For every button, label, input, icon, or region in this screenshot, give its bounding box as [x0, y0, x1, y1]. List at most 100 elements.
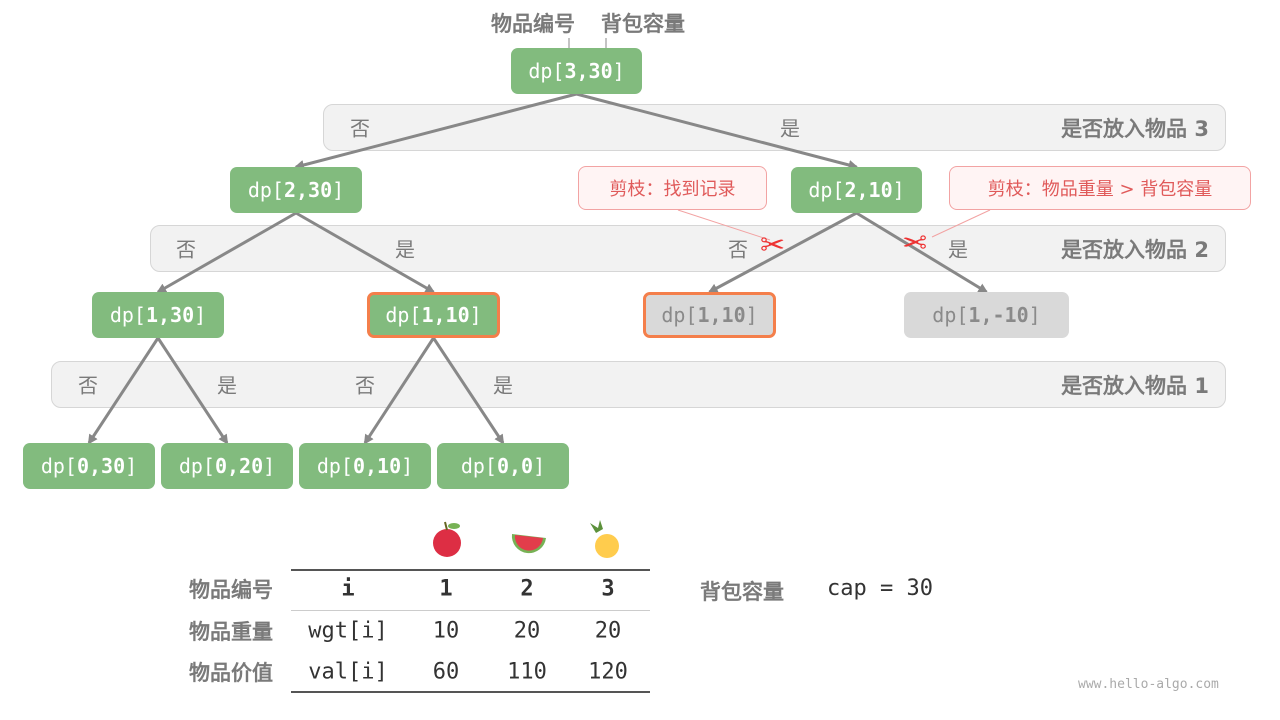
table-cell: 20: [594, 618, 622, 644]
tree-edge: [855, 211, 989, 294]
table-cell: 3: [601, 576, 615, 602]
node-args: 1,10: [697, 303, 746, 327]
dp-node: dp[1,30]: [92, 292, 224, 338]
node-args: 0,0: [496, 454, 534, 478]
dp-node: dp[0,20]: [161, 443, 293, 489]
table-cell: 120: [588, 659, 628, 685]
scissors-icon: ✂: [902, 226, 928, 261]
node-prefix: dp[: [40, 454, 77, 478]
dp-node: dp[1,10]: [367, 292, 500, 338]
node-suffix: ]: [125, 454, 138, 478]
choice-yes: 是: [493, 373, 513, 398]
table-row-label: 物品重量: [189, 620, 273, 644]
node-suffix: ]: [332, 178, 345, 202]
node-prefix: dp[: [109, 303, 146, 327]
node-suffix: ]: [1028, 303, 1041, 327]
dp-node: dp[3,30]: [511, 48, 642, 94]
tree-edge: [707, 211, 858, 294]
node-prefix: dp[: [932, 303, 969, 327]
node-args: 0,10: [352, 454, 402, 478]
choice-no: 否: [176, 237, 196, 262]
watermark: www.hello-algo.com: [1078, 677, 1219, 692]
item-index-label: 物品编号: [491, 12, 575, 36]
table-cell: 10: [432, 618, 460, 644]
tree-edge: [363, 337, 435, 445]
node-args: 0,30: [76, 454, 126, 478]
dp-node: dp[1,-10]: [904, 292, 1069, 338]
capacity-label: 背包容量: [601, 12, 685, 36]
table-cell: i: [341, 576, 355, 602]
table-cell: 2: [520, 576, 534, 602]
tree-edge: [87, 337, 160, 445]
table-cell: val[i]: [308, 659, 388, 685]
choice-yes: 是: [217, 373, 237, 398]
band-item-2: 是否放入物品 2: [150, 225, 1226, 272]
callout-memo-prune: 剪枝：找到记录: [578, 166, 767, 210]
node-suffix: ]: [612, 59, 625, 83]
choice-no: 否: [728, 237, 748, 262]
tree-edge: [294, 92, 577, 170]
node-suffix: ]: [469, 303, 482, 327]
capacity-text-label: 背包容量: [700, 580, 784, 604]
callout-pointer: [677, 209, 771, 241]
table-row-label: 物品价值: [189, 661, 273, 685]
capacity-value: cap = 30: [827, 576, 933, 601]
band-item-3: 是否放入物品 3: [323, 104, 1226, 151]
choice-yes: 是: [780, 116, 800, 141]
tree-edge: [432, 337, 505, 445]
dp-node: dp[2,30]: [230, 167, 362, 213]
band-title: 是否放入物品 1: [1061, 373, 1209, 398]
node-args: 3,30: [564, 59, 613, 83]
node-suffix: ]: [263, 454, 276, 478]
node-suffix: ]: [194, 303, 207, 327]
band-item-1: 是否放入物品 1: [51, 361, 1226, 408]
dp-node: dp[1,10]: [643, 292, 776, 338]
table-cell: 1: [439, 576, 453, 602]
table-top-rule: [291, 569, 650, 571]
node-suffix: ]: [401, 454, 414, 478]
table-cell: 110: [507, 659, 547, 685]
node-suffix: ]: [745, 303, 758, 327]
node-prefix: dp[: [460, 454, 497, 478]
tree-edge: [576, 92, 859, 170]
node-prefix: dp[: [316, 454, 353, 478]
node-prefix: dp[: [808, 178, 845, 202]
tree-edge: [156, 337, 229, 445]
band-title: 是否放入物品 3: [1061, 116, 1209, 141]
dp-node: dp[0,0]: [437, 443, 569, 489]
choice-yes: 是: [948, 237, 968, 262]
dp-node: dp[0,30]: [23, 443, 155, 489]
node-prefix: dp[: [247, 178, 284, 202]
node-suffix: ]: [892, 178, 905, 202]
choice-no: 否: [355, 373, 375, 398]
scissors-icon: ✂: [760, 228, 786, 263]
node-prefix: dp[: [528, 59, 565, 83]
band-title: 是否放入物品 2: [1061, 237, 1209, 262]
node-prefix: dp[: [385, 303, 422, 327]
table-bottom-rule: [291, 691, 650, 693]
table-row-label: 物品编号: [189, 578, 273, 602]
table-cell: 20: [513, 618, 541, 644]
callout-overweight-prune: 剪枝：物品重量 > 背包容量: [949, 166, 1251, 210]
table-header-rule: [291, 610, 650, 611]
dp-node: dp[2,10]: [791, 167, 922, 213]
tree-edge: [156, 211, 297, 294]
node-args: 1,10: [421, 303, 470, 327]
choice-no: 否: [78, 373, 98, 398]
node-args: 1,-10: [968, 303, 1029, 327]
node-prefix: dp[: [178, 454, 215, 478]
node-args: 2,30: [283, 178, 333, 202]
node-args: 0,20: [214, 454, 264, 478]
table-cell: 60: [432, 659, 460, 685]
callout-pointer: [931, 209, 991, 238]
dp-node: dp[0,10]: [299, 443, 431, 489]
choice-no: 否: [350, 116, 370, 141]
node-args: 2,10: [844, 178, 893, 202]
node-suffix: ]: [533, 454, 546, 478]
table-cell: wgt[i]: [308, 618, 388, 644]
choice-yes: 是: [395, 237, 415, 262]
tree-edge: [295, 211, 436, 294]
node-args: 1,30: [145, 303, 195, 327]
node-prefix: dp[: [661, 303, 698, 327]
